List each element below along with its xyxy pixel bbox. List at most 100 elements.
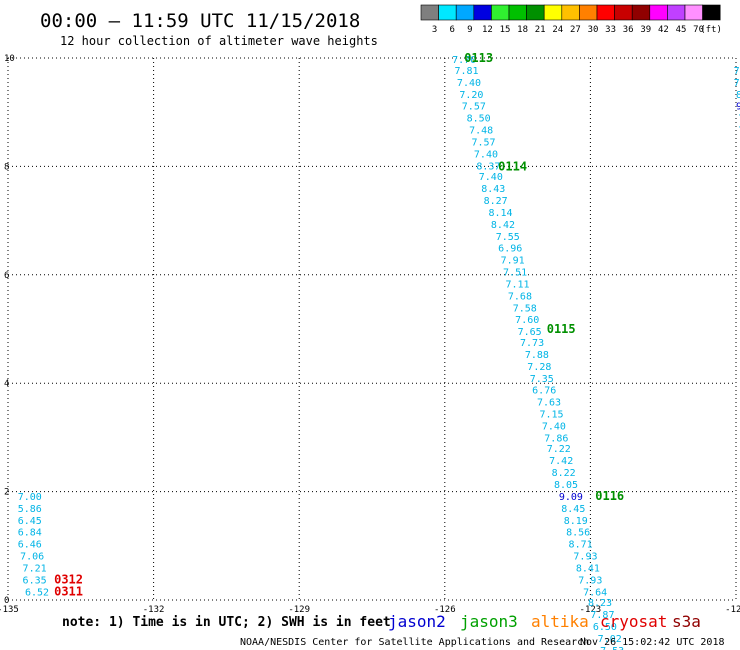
- scale-label: 9: [467, 25, 472, 35]
- wave-height-label: 8.27: [484, 196, 508, 207]
- scale-label: 21: [535, 25, 546, 35]
- wave-height-label: 7.21: [23, 563, 47, 574]
- wave-height-label: 7.15: [539, 410, 563, 421]
- time-label: 0116: [595, 489, 624, 503]
- x-tick-label: -132: [143, 605, 165, 615]
- wave-height-label: 7.00: [18, 492, 42, 503]
- wave-height-label: 7.60: [515, 315, 539, 326]
- scale-label: 15: [500, 25, 511, 35]
- wave-height-label: 8.5: [736, 90, 740, 101]
- wave-height-label: 8.14: [488, 208, 512, 219]
- wave-height-label: 7.53: [600, 646, 624, 650]
- time-label: 0113: [464, 51, 493, 65]
- scale-label: 3: [432, 25, 437, 35]
- mission-jason3: jason3: [460, 612, 518, 631]
- wave-height-label: 8.37: [476, 161, 500, 172]
- mission-legend: jason2 jason3 altika cryosat s3a: [388, 612, 701, 631]
- wave-height-label: 6.96: [498, 244, 522, 255]
- wave-height-label: 8.22: [552, 468, 576, 479]
- scale-swatch: [596, 4, 615, 21]
- wave-height-label: 7.0: [734, 78, 740, 89]
- wave-height-label: 7.64: [583, 587, 607, 598]
- wave-height-label: 8.42: [491, 220, 515, 231]
- scale-swatch: [455, 4, 475, 21]
- time-label: 0311: [54, 584, 83, 598]
- wave-height-label: 7.48: [469, 126, 493, 137]
- time-label: 0114: [498, 159, 527, 173]
- wave-height-label: 7.40: [474, 149, 498, 160]
- wave-height-label: 5.86: [18, 504, 42, 515]
- wave-height-label: 7.81: [455, 66, 479, 77]
- wave-height-label: 7.28: [527, 362, 551, 373]
- wave-height-label: 7.65: [518, 327, 542, 338]
- scale-swatch: [473, 4, 492, 21]
- scale-swatch: [543, 4, 563, 21]
- wave-height-label: 6.45: [18, 516, 42, 527]
- wave-height-label: 7.42: [549, 456, 573, 467]
- time-label: 0115: [547, 322, 576, 336]
- wave-height-label: 6.50: [593, 622, 617, 633]
- scale-swatch: [702, 4, 721, 21]
- wave-height-label: 7.86: [544, 433, 568, 444]
- wave-height-label: 7.93: [578, 575, 602, 586]
- y-tick-label: 10: [4, 54, 15, 64]
- wave-height-label: 7.88: [525, 350, 549, 361]
- scale-label: 45: [676, 25, 687, 35]
- scale-swatch: [491, 4, 510, 21]
- scale-swatch: [508, 4, 527, 21]
- wave-height-label: 6.76: [532, 386, 556, 397]
- footer-timestamp: Nov 26 15:02:42 UTC 2018: [580, 637, 725, 648]
- wave-height-label: 7.40: [457, 78, 481, 89]
- wave-height-label: 7.58: [513, 303, 537, 314]
- wave-height-label: 7.40: [479, 172, 503, 183]
- scale-label: 6: [449, 25, 454, 35]
- time-label: 0312: [54, 572, 83, 586]
- scale-swatch: [579, 4, 598, 21]
- wave-height-label: 7.57: [462, 102, 486, 113]
- chart-title: 00:00 – 11:59 UTC 11/15/2018: [40, 10, 360, 32]
- wave-height-label: 8.50: [467, 114, 491, 125]
- scale-label: 27: [570, 25, 581, 35]
- wave-height-label: 7: [738, 126, 740, 137]
- mission-cryosat: cryosat: [600, 612, 667, 631]
- scale-label: 70: [693, 25, 704, 35]
- scale-swatch: [420, 4, 439, 21]
- wave-height-label: 7.51: [503, 268, 527, 279]
- scale-label: 18: [517, 25, 528, 35]
- wave-height-label: 7.20: [459, 90, 483, 101]
- wave-height-label: 7.70: [452, 55, 476, 66]
- wave-height-label: 6.35: [23, 575, 47, 586]
- chart-subtitle: 12 hour collection of altimeter wave hei…: [60, 34, 378, 48]
- wave-height-label: 8.71: [569, 540, 593, 551]
- wave-height-label: 6.84: [18, 528, 42, 539]
- scale-swatch: [614, 4, 633, 21]
- plot-area: -135-132-129-126-123-12002468107.707.817…: [0, 51, 740, 650]
- wave-height-label: 7.55: [496, 232, 520, 243]
- wave-height-label: 8.45: [561, 504, 585, 515]
- scale-swatch: [561, 4, 580, 21]
- wave-height-label: 7.06: [20, 552, 44, 563]
- wave-height-label: 8.56: [566, 528, 590, 539]
- wave-height-label: 7.63: [537, 398, 561, 409]
- wave-height-label: 7.87: [590, 610, 614, 621]
- x-tick-label: -120: [725, 605, 740, 615]
- x-tick-label: -129: [288, 605, 310, 615]
- scale-swatch: [438, 4, 457, 21]
- scale-label: 30: [588, 25, 599, 35]
- wave-height-label: 8.23: [588, 598, 612, 609]
- footer-note: note: 1) Time is in UTC; 2) SWH is in fe…: [62, 615, 391, 630]
- wave-height-label: 6.46: [18, 540, 42, 551]
- wave-height-label: 7.02: [598, 634, 622, 645]
- scale-swatch: [684, 4, 703, 21]
- wave-height-label: 7.93: [573, 552, 597, 563]
- wave-height-label: 9.: [736, 102, 740, 113]
- wave-height-label: 7.35: [530, 374, 554, 385]
- scale-label: 12: [482, 25, 493, 35]
- x-tick-label: -126: [434, 605, 456, 615]
- wave-height-label: 7.91: [501, 256, 525, 267]
- scale-label: 39: [640, 25, 651, 35]
- mission-jason2: jason2: [388, 612, 446, 631]
- wave-height-label: 8.05: [554, 480, 578, 491]
- wave-height-label: 7.40: [542, 421, 566, 432]
